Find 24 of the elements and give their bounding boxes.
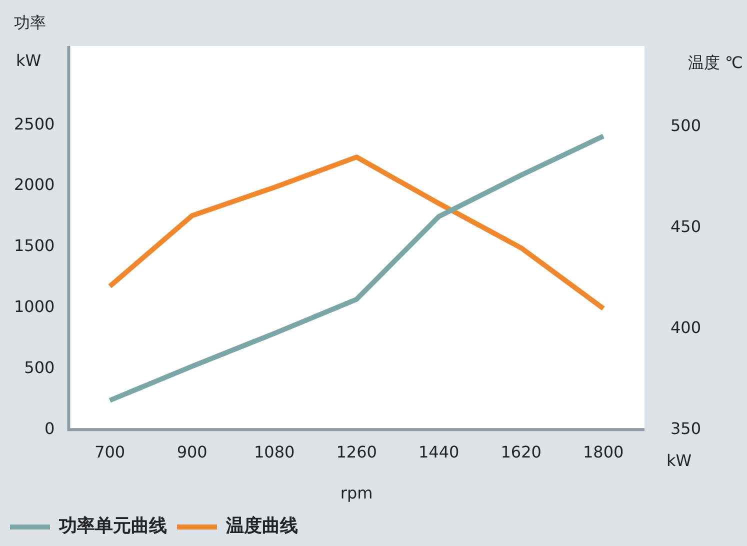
y2-axis-title: 温度 ℃ — [688, 53, 743, 72]
x-tick-label: 700 — [94, 442, 126, 462]
y2-tick-label: 450 — [670, 216, 702, 236]
y-tick-label: 500 — [24, 358, 55, 377]
y-axis-title: 功率 — [14, 13, 46, 32]
legend-label: 功率单元曲线 — [58, 516, 167, 537]
y-tick-label: 1000 — [14, 296, 55, 316]
y2-tick-label: 350 — [670, 418, 702, 438]
x-tick-label: 900 — [176, 442, 208, 462]
y-tick-label: 0 — [44, 418, 55, 438]
y2-tick-label: 400 — [670, 318, 702, 337]
x-tick-label: 1080 — [254, 442, 295, 462]
text: kW — [666, 450, 692, 470]
x-tick-label: 1620 — [500, 442, 542, 462]
y-tick-label: 1500 — [14, 236, 55, 256]
legend-label: 温度曲线 — [225, 516, 298, 537]
text: kW — [16, 51, 42, 70]
x-tick-label: 1260 — [336, 442, 377, 462]
y-tick-label: 2000 — [14, 175, 55, 194]
x-tick-label: 1800 — [582, 442, 624, 462]
y2-tick-label: 500 — [670, 116, 702, 135]
x-tick-label: 1440 — [418, 442, 460, 462]
x-axis-title: rpm — [340, 484, 373, 503]
y-tick-label: 2500 — [14, 114, 55, 134]
